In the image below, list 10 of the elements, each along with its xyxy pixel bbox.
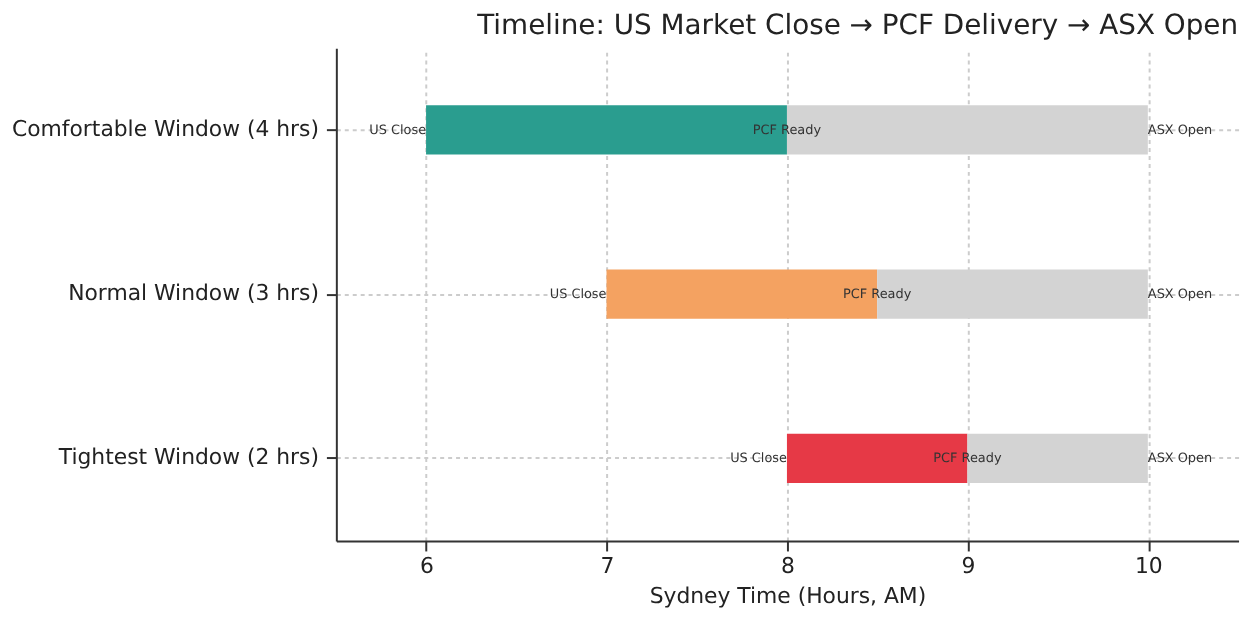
y-tick-label: Tightest Window (2 hrs) — [56, 444, 319, 471]
x-tick-label: 8 — [781, 553, 795, 580]
x-axis-title: Sydney Time (Hours, AM) — [649, 583, 927, 610]
x-tick-label: 7 — [600, 553, 615, 580]
y-tick-label: Comfortable Window (4 hrs) — [12, 115, 319, 142]
x-tick-label: 6 — [420, 553, 435, 580]
y-tick-label: Normal Window (3 hrs) — [68, 280, 319, 307]
x-tick-label: 9 — [961, 553, 976, 580]
x-tick-label: 10 — [1134, 553, 1163, 580]
chart-title: Timeline: US Market Close → PCF Delivery → ASX Open — [475, 9, 1239, 42]
